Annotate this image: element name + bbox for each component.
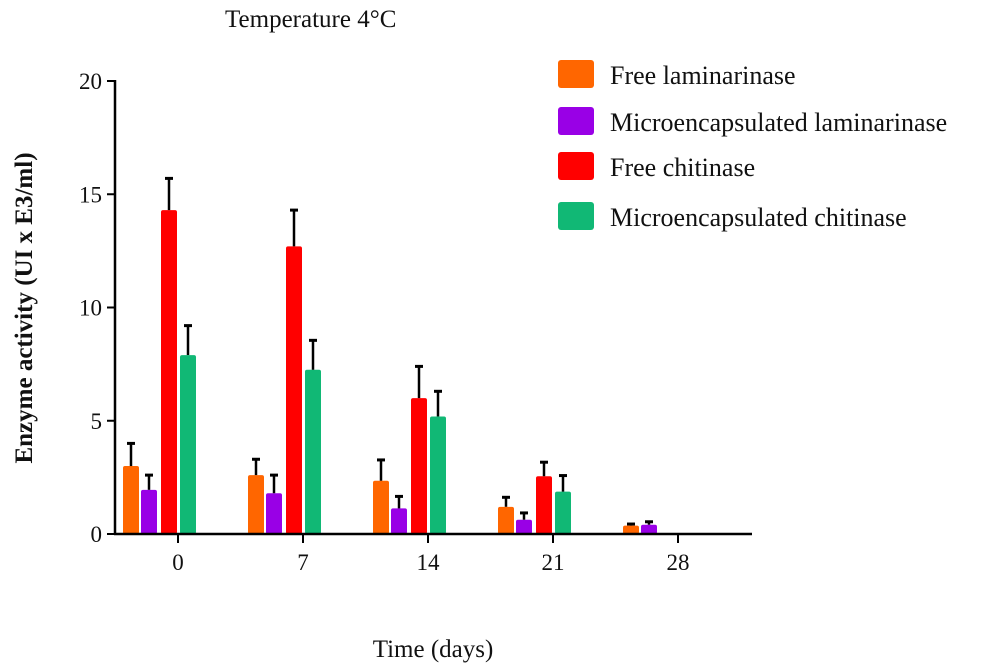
y-tick-label: 20 — [79, 69, 102, 94]
x-tick-label: 21 — [542, 550, 565, 575]
legend-swatch — [558, 107, 594, 135]
bar-1-7 — [266, 493, 282, 534]
bar-0-7 — [248, 475, 264, 534]
legend-swatch — [558, 152, 594, 180]
legend: Free laminarinase Microencapsulated lamin… — [558, 60, 947, 232]
x-axis-label: Time (days) — [373, 636, 494, 663]
bar-0-14 — [373, 480, 389, 534]
y-tick-label: 10 — [79, 296, 102, 321]
x-tick-label: 28 — [667, 550, 690, 575]
bar-0-28 — [623, 525, 639, 534]
y-tick-label: 15 — [79, 182, 102, 207]
y-axis-label: Enzyme activity (UI x E3/ml) — [11, 152, 38, 463]
legend-label: Free chitinase — [610, 153, 755, 182]
bars-group — [123, 176, 657, 535]
x-tick-label: 7 — [297, 550, 309, 575]
bar-2-21 — [536, 476, 552, 534]
bar-1-21 — [516, 519, 532, 534]
legend-label: Microencapsulated laminarinase — [610, 108, 947, 137]
y-tick-label: 0 — [91, 522, 103, 547]
bar-1-28 — [641, 524, 657, 534]
x-tick-label: 0 — [172, 550, 184, 575]
bar-1-14 — [391, 508, 407, 534]
bar-3-7 — [305, 369, 321, 534]
bar-3-14 — [430, 416, 446, 534]
bar-2-0 — [161, 210, 177, 535]
y-ticks: 0 5 10 15 20 — [79, 69, 115, 547]
bar-0-21 — [498, 506, 514, 534]
x-tick-label: 14 — [417, 550, 441, 575]
legend-label: Microencapsulated chitinase — [610, 203, 907, 232]
bar-2-7 — [286, 246, 302, 534]
x-ticks: 0 7 14 21 28 — [172, 535, 690, 575]
legend-swatch — [558, 202, 594, 230]
legend-label: Free laminarinase — [610, 61, 796, 90]
bar-2-14 — [411, 398, 427, 534]
bar-3-0 — [180, 355, 196, 534]
bar-0-0 — [123, 466, 139, 534]
chart-title: Temperature 4°C — [225, 6, 396, 33]
legend-swatch — [558, 60, 594, 88]
bar-1-0 — [141, 489, 157, 534]
bar-3-21 — [555, 491, 571, 534]
y-tick-label: 5 — [91, 409, 103, 434]
